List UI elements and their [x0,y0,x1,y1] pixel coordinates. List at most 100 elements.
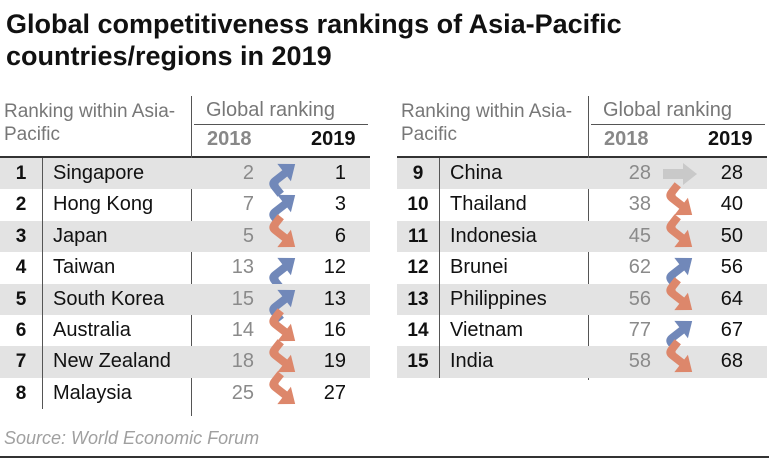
table-row: 11 Indonesia 45 50 [397,214,767,253]
global-rank-2018: 7 [242,193,254,216]
trend-arrow-shape [666,182,693,216]
global-rank-2018: 62 [628,256,651,279]
country-name: Japan [53,224,108,247]
table-row: 12 Brunei 62 56 [397,252,767,291]
global-rank-2018: 38 [628,193,651,216]
global-rank-2018: 28 [628,162,651,184]
global-rank-2019: 12 [323,256,346,279]
country-name: Vietnam [450,318,524,341]
column-divider [191,96,192,416]
trend-arrow-shape [269,308,296,342]
regional-rank: 7 [15,351,27,373]
header-baseline [397,156,767,158]
table-row: 9 China 28 28 [397,158,767,190]
table-row: 3 Japan 5 6 [0,214,370,253]
table-row: 10 Thailand 38 40 [397,182,767,221]
country-name: Australia [53,318,131,341]
rank-divider [439,346,440,378]
header-year-2019: 2019 [311,128,356,150]
global-rank-2018: 5 [242,224,254,247]
rank-divider [42,314,43,347]
country-name: Indonesia [450,224,537,247]
regional-rank: 3 [15,225,27,247]
trend-down-icon [269,308,296,342]
global-rank-2019: 6 [334,224,346,247]
country-name: New Zealand [53,350,171,373]
table-row: 15 India 58 68 [397,339,767,378]
regional-rank: 8 [15,382,27,404]
global-rank-2019: 3 [334,193,346,216]
header-ranking-within: Ranking within Asia-Pacific [4,101,176,145]
table-row: 1 Singapore 2 1 [0,158,370,197]
global-rank-2019: 27 [323,381,346,404]
global-rank-2019: 28 [720,162,743,184]
country-name: Malaysia [53,381,132,404]
trend-same-icon [663,163,697,185]
rank-divider [439,189,440,221]
global-rank-2019: 40 [720,193,743,216]
header-year-2018: 2018 [604,128,649,150]
regional-rank: 4 [15,257,27,279]
rankings-table-left: Ranking within Asia-Pacific Global ranki… [0,96,370,424]
global-rank-2019: 67 [720,318,743,341]
table-row: 5 South Korea 15 13 [0,283,370,323]
page-title: Global competitiveness rankings of Asia-… [6,9,622,71]
global-rank-2018: 56 [628,287,651,310]
regional-rank: 14 [407,319,429,341]
global-rank-2019: 56 [720,256,743,279]
trend-arrow-shape [269,214,296,247]
global-rank-2019: 1 [334,162,346,184]
trend-down-icon [666,214,693,247]
rank-divider [439,283,440,315]
table-row: 8 Malaysia 25 27 [0,371,370,410]
regional-rank: 15 [407,351,429,373]
trend-arrow-shape [666,214,693,247]
trend-up-icon [269,258,296,291]
header-baseline [0,156,370,158]
global-rank-2019: 16 [323,318,346,341]
rank-divider [42,189,43,221]
global-rank-2018: 2 [242,162,254,184]
country-name: Singapore [53,162,145,184]
trend-arrow-shape [663,163,697,185]
trend-down-icon [269,339,296,373]
table-rows-right: 9 China 28 28 10 Thailand 38 40 11 Indonesia 45 50 1… [397,158,767,378]
trend-arrow-shape [666,276,693,310]
global-rank-2018: 14 [231,318,254,341]
country-name: Philippines [450,287,547,310]
bottom-rule [0,456,769,458]
global-rank-2019: 19 [323,350,346,373]
regional-rank: 5 [15,288,27,310]
regional-rank: 11 [407,225,429,247]
regional-rank: 1 [15,163,27,184]
header-year-2019: 2019 [708,128,753,150]
rank-divider [439,220,440,253]
global-rank-2019: 50 [720,224,743,247]
header-global-ranking: Global ranking [206,99,335,121]
rank-divider [42,220,43,253]
regional-rank: 12 [407,257,429,279]
header-year-2018: 2018 [207,128,252,150]
global-rank-2018: 77 [628,318,651,341]
trend-down-icon [269,214,296,247]
global-rank-2018: 45 [628,224,651,247]
trend-up-icon [269,163,296,197]
trend-arrow-shape [269,258,296,291]
global-rank-2018: 25 [231,381,254,404]
regional-rank: 6 [15,319,27,341]
rank-divider [42,158,43,190]
global-rank-2019: 64 [720,287,743,310]
country-name: Hong Kong [53,193,154,216]
global-rank-2018: 58 [628,350,651,373]
header-divider [591,124,765,125]
global-rank-2018: 15 [231,287,254,310]
table-row: 4 Taiwan 13 12 [0,252,370,291]
source-note: Source: World Economic Forum [4,428,260,448]
trend-down-icon [269,371,296,404]
header-ranking-within: Ranking within Asia-Pacific [401,101,573,145]
global-rank-2019: 68 [720,350,743,373]
trend-arrow-shape [666,339,693,373]
regional-rank: 2 [15,194,27,216]
table-row: 6 Australia 14 16 [0,308,370,347]
header-divider [194,124,368,125]
